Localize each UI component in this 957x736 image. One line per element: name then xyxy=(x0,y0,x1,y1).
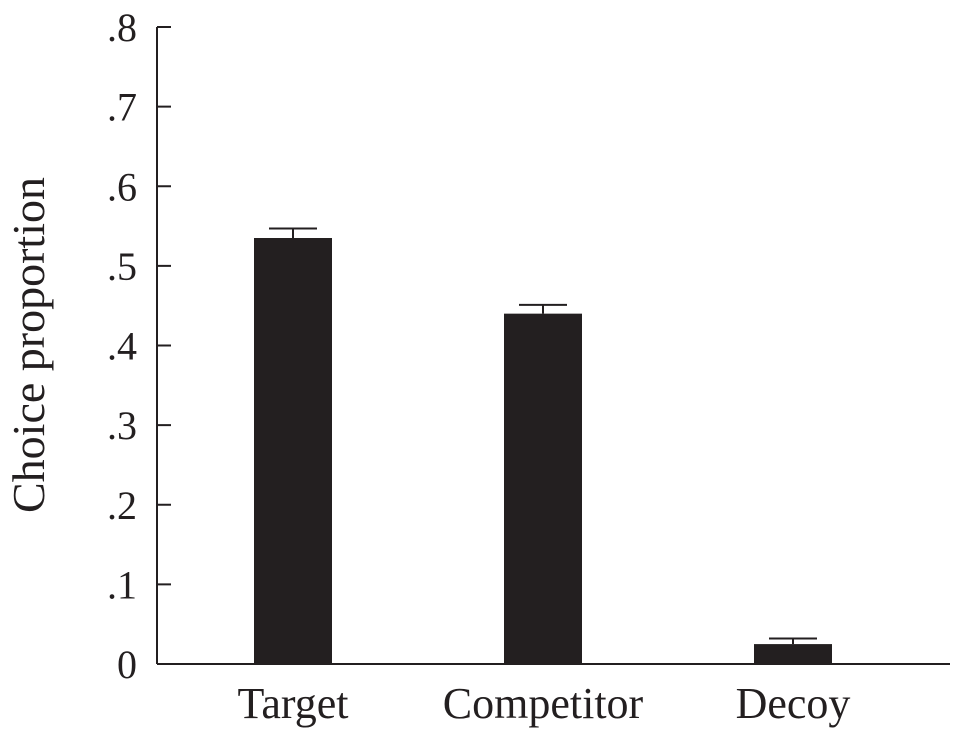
category-labels: Target Competitor Decoy xyxy=(238,679,851,728)
y-tick-label: .4 xyxy=(107,324,137,369)
y-tick-label: .3 xyxy=(107,403,137,448)
y-tick-label: .2 xyxy=(107,483,137,528)
bar-competitor xyxy=(504,313,582,664)
y-tick-label: .1 xyxy=(107,562,137,607)
category-label-competitor: Competitor xyxy=(443,679,644,728)
bar-target xyxy=(254,238,332,664)
category-label-decoy: Decoy xyxy=(736,679,851,728)
bars xyxy=(254,238,832,664)
category-label-target: Target xyxy=(238,679,349,728)
error-bars xyxy=(269,227,817,645)
y-axis xyxy=(156,26,171,665)
y-tick-label: .6 xyxy=(107,164,137,209)
y-tick-label: .5 xyxy=(107,244,137,289)
y-tick-label: .8 xyxy=(107,5,137,50)
y-axis-title: Choice proportion xyxy=(3,177,54,513)
y-tick-label: 0 xyxy=(117,642,137,687)
y-tick-label: .7 xyxy=(107,85,137,130)
y-tick-labels: 0 .1 .2 .3 .4 .5 .6 .7 .8 xyxy=(107,5,137,687)
bar-decoy xyxy=(754,644,832,664)
